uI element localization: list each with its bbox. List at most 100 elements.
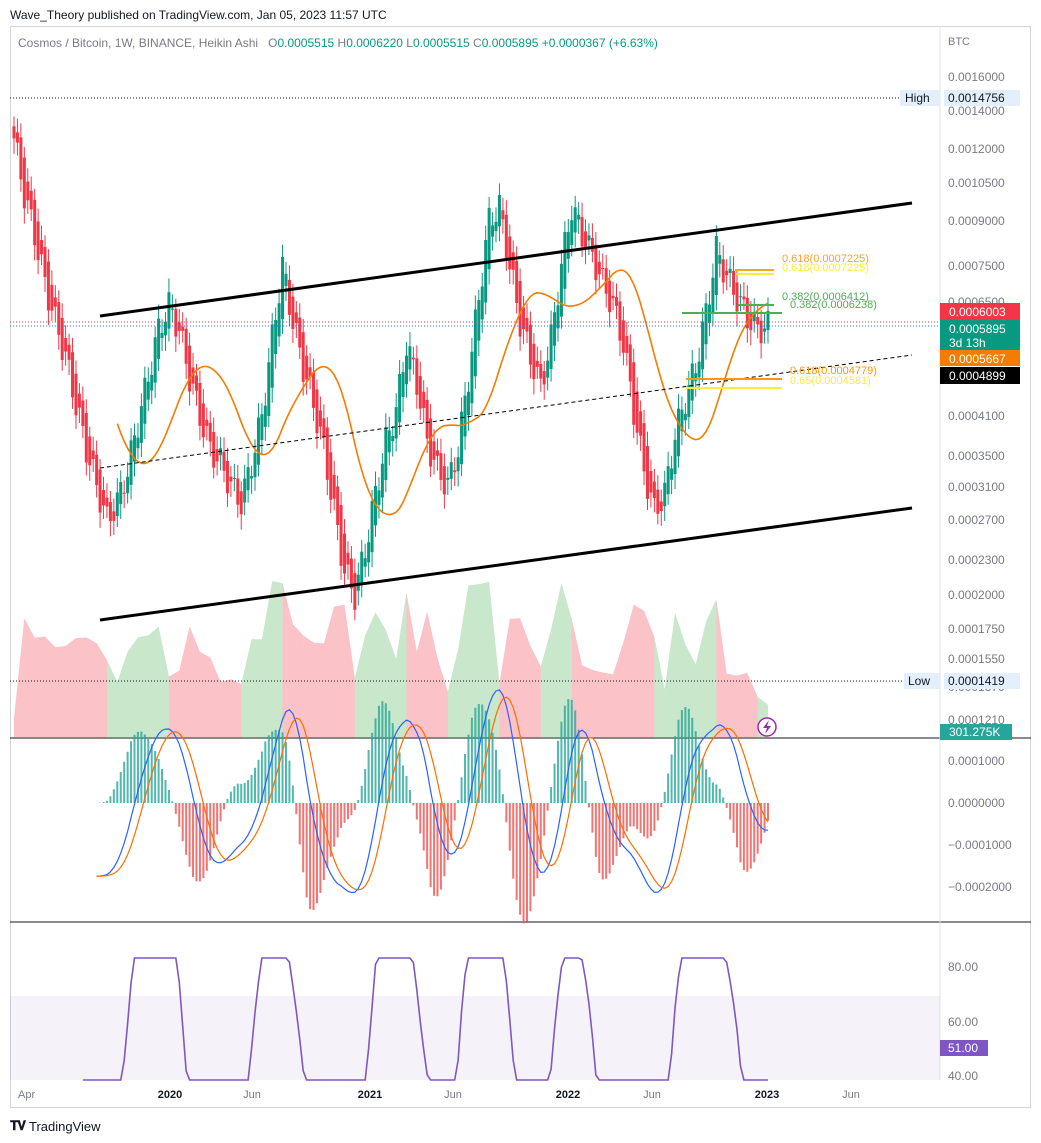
macd-histogram-bar [567, 699, 570, 803]
candle-body [263, 405, 267, 427]
volume-segment [582, 665, 593, 738]
macd-histogram-bar [481, 704, 484, 803]
macd-histogram-bar [618, 803, 621, 847]
price-tick-label: 0.0014000 [948, 104, 1005, 118]
macd-histogram-bar [398, 752, 401, 803]
volume-segment [158, 626, 169, 738]
macd-histogram-bar [663, 791, 666, 803]
rsi-band [10, 996, 940, 1080]
macd-histogram-bar [670, 754, 673, 803]
macd-histogram-bar [408, 789, 411, 803]
candle-body [466, 391, 470, 416]
candle-body [305, 355, 309, 380]
macd-histogram-bar [123, 761, 126, 803]
macd-histogram-bar [501, 794, 504, 803]
macd-histogram-bar [426, 803, 429, 869]
candle-body [167, 292, 171, 329]
candle-body [294, 312, 298, 324]
macd-histogram-bar [102, 802, 105, 803]
candle-body [632, 362, 636, 425]
volume-segment [137, 635, 149, 738]
volume-segment [365, 612, 376, 738]
volume-segment [396, 592, 407, 738]
price-badge-text: 0.0005895 [949, 322, 1006, 336]
macd-histogram-bar [639, 803, 642, 834]
macd-histogram-bar [346, 803, 349, 820]
candle-body [597, 261, 601, 275]
candle-body [267, 362, 271, 416]
macd-histogram-bar [539, 803, 542, 860]
candle-body [36, 221, 40, 261]
macd-histogram-bar [439, 803, 442, 890]
macd-histogram-bar [371, 732, 374, 803]
price-tick-label: 0.0002000 [948, 588, 1005, 602]
volume-segment [747, 672, 758, 738]
price-badge-bg [940, 367, 1020, 384]
legend-c-value: 0.0005895 [481, 36, 539, 50]
macd-histogram-bar [181, 803, 184, 842]
candle-body [74, 373, 78, 416]
candle-body [628, 344, 632, 382]
volume-segment [251, 639, 262, 738]
candle-body [704, 303, 708, 345]
candle-body [153, 337, 157, 383]
candle-body [353, 573, 357, 610]
price-badge-subtext: 3d 13h [949, 336, 986, 350]
legend-c-label: C [473, 36, 482, 50]
candle-body [260, 414, 264, 441]
price-tick-label: 0.0002300 [948, 553, 1005, 567]
macd-histogram-bar [460, 777, 463, 803]
candle-body [177, 322, 181, 331]
macd-histogram-bar [240, 783, 243, 803]
candle-body [236, 478, 240, 505]
volume-segment [520, 618, 531, 738]
macd-tick-label: −0.0002000 [948, 880, 1012, 894]
macd-histogram-bar [698, 745, 701, 803]
fib-level-label: 0.618(0.0007225) [782, 253, 869, 265]
candle-body [697, 361, 701, 378]
macd-histogram-bar [746, 803, 749, 872]
volume-segment [220, 679, 231, 738]
volume-segment [148, 626, 159, 738]
candle-body [126, 476, 130, 494]
candle-body [408, 346, 412, 370]
candle-body [580, 217, 584, 247]
macd-histogram-bar [350, 803, 353, 816]
candle-body [349, 558, 353, 589]
macd-histogram-bar [264, 741, 267, 803]
candle-body [735, 282, 739, 312]
candle-body [360, 551, 364, 583]
legend-l-label: L [406, 36, 413, 50]
macd-histogram-bar [457, 799, 460, 803]
macd-histogram-bar [594, 803, 597, 857]
candle-body [570, 220, 574, 246]
macd-histogram-bar [505, 803, 508, 823]
candle-body [752, 312, 756, 322]
candle-body [346, 552, 350, 565]
candle-body [281, 256, 285, 320]
candle-body [194, 375, 198, 391]
rsi-line [82, 957, 768, 1081]
macd-histogram-bar [377, 705, 380, 803]
candle-body [663, 482, 667, 507]
candle-body [250, 476, 254, 479]
candle-body [67, 344, 71, 360]
macd-histogram-bar [119, 771, 122, 803]
macd-histogram-bar [556, 740, 559, 803]
macd-histogram-bar [174, 803, 177, 814]
macd-histogram-bar [329, 803, 332, 857]
fib-level-label: 0.618(0.0004779) [790, 365, 877, 377]
volume-segment [489, 581, 500, 738]
candle-body [470, 351, 474, 404]
volume-segment [509, 618, 521, 738]
candle-body [549, 324, 553, 369]
volume-segment [55, 645, 66, 738]
candle-body [301, 332, 305, 382]
candle-body [473, 309, 477, 377]
fib-level-label: 0.65(0.0004581) [790, 375, 871, 387]
candle-body [81, 400, 85, 426]
macd-histogram-bar [305, 803, 308, 898]
candle-body [129, 440, 133, 485]
macd-histogram-bar [185, 803, 188, 855]
